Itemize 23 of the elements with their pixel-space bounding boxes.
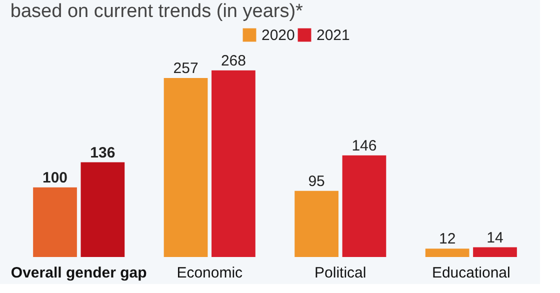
chart-title: based on current trends (in years)*	[10, 1, 304, 22]
data-label: 100	[42, 169, 68, 186]
bar	[164, 78, 208, 257]
data-label: 14	[486, 229, 504, 246]
data-label: 257	[173, 60, 198, 78]
x-tick-label: Economic	[176, 264, 244, 282]
data-label: 136	[90, 144, 116, 162]
bar	[473, 247, 517, 257]
bar	[80, 162, 125, 257]
x-tick-label: Political	[314, 264, 366, 282]
bar	[33, 187, 77, 257]
x-tick-label: Educational	[432, 264, 510, 282]
data-label: 95	[308, 172, 325, 190]
data-label: 12	[438, 230, 456, 248]
bar	[425, 248, 470, 257]
legend-label: 2021	[316, 27, 350, 44]
bar	[342, 155, 386, 257]
data-label: 268	[220, 52, 246, 70]
bar	[212, 70, 256, 257]
legend-label: 2020	[262, 27, 295, 44]
x-tick-label: Overall gender gap	[10, 264, 147, 282]
bar	[294, 190, 338, 257]
data-label: 146	[352, 137, 377, 154]
